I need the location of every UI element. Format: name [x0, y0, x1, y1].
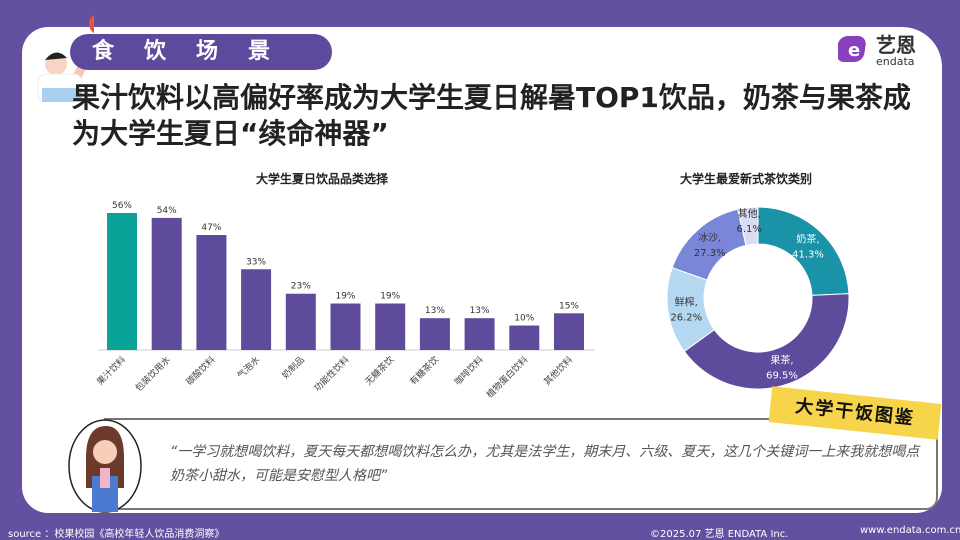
- bar-chart-title: 大学生夏日饮品品类选择: [256, 172, 389, 186]
- slice-name-label: 鲜榨,: [675, 295, 698, 308]
- bar: [241, 269, 272, 350]
- slice-name-label: 其他,: [738, 207, 761, 220]
- quote-box: [104, 418, 938, 510]
- endata-logo: e 艺恩 endata: [836, 28, 938, 68]
- slice-value-label: 27.3%: [694, 248, 726, 259]
- category-label: 气泡水: [235, 354, 263, 382]
- bar: [285, 293, 316, 350]
- bar-value-label: 23%: [291, 282, 311, 292]
- category-label: 果汁饮料: [94, 354, 128, 388]
- donut-chart-title: 大学生最爱新式茶饮类别: [680, 172, 813, 186]
- slice-name-label: 奶茶,: [796, 233, 819, 246]
- category-label: 植物蛋白饮料: [484, 354, 531, 401]
- ball-icon: [89, 14, 94, 34]
- bar-value-label: 54%: [157, 206, 177, 216]
- bar-value-label: 10%: [514, 314, 534, 324]
- category-label: 有糖茶饮: [407, 354, 441, 388]
- bar-chart: 56% 果汁饮料 54% 包装饮用水 47% 碳酸饮料 33% 气泡水 23% 奶制品 19% 功能性…: [94, 201, 595, 401]
- bar: [464, 318, 495, 350]
- category-label: 包装饮用水: [133, 354, 173, 394]
- donut-chart: 奶茶, 41.3% 果茶, 69.5% 鲜榨, 26.2% 冰沙, 27.3% 其他, 6.1%: [666, 206, 850, 390]
- category-label: 功能性饮料: [311, 354, 351, 394]
- footer-website[interactable]: www.endata.com.cn: [860, 525, 960, 536]
- logo-en: endata: [876, 55, 915, 68]
- category-label: 奶制品: [279, 354, 307, 382]
- bar-value-label: 47%: [201, 223, 221, 233]
- donut-slice: [671, 208, 747, 281]
- slice-value-label: 6.1%: [736, 224, 761, 235]
- bar-value-label: 13%: [470, 306, 490, 316]
- bar-value-label: 13%: [425, 306, 445, 316]
- footer-source: source ：校果校园《高校年轻人饮品消费洞察》: [8, 529, 225, 540]
- slice-value-label: 26.2%: [670, 312, 702, 323]
- quote-text: “一学习就想喝饮料，夏天每天都想喝饮料怎么办，尤其是法学生，期末月、六级、夏天，…: [170, 444, 920, 484]
- bar: [107, 213, 137, 350]
- girl-avatar: [68, 419, 142, 513]
- bar: [554, 313, 584, 350]
- category-label: 无糖茶饮: [362, 354, 396, 388]
- slice-name-label: 冰沙,: [698, 231, 721, 244]
- category-label: 其他饮料: [541, 354, 575, 388]
- slice-value-label: 41.3%: [792, 250, 824, 261]
- logo-cn: 艺恩: [876, 33, 916, 57]
- category-label: 咖啡饮料: [452, 354, 486, 388]
- bar: [419, 318, 450, 350]
- bar: [375, 303, 406, 350]
- svg-text:e: e: [848, 40, 860, 61]
- donut-slice: [683, 293, 850, 390]
- slice-value-label: 69.5%: [766, 370, 798, 381]
- bar: [509, 325, 540, 350]
- bar-value-label: 33%: [246, 257, 266, 267]
- bar: [151, 217, 182, 350]
- bar-value-label: 19%: [380, 292, 400, 302]
- bar-value-label: 15%: [559, 301, 579, 311]
- category-label: 碳酸饮料: [184, 354, 218, 388]
- donut-slice: [737, 206, 759, 246]
- bar: [330, 303, 361, 350]
- section-tag: 食饮场景: [70, 34, 332, 70]
- headline: 果汁饮料以高偏好率成为大学生夏日解暑TOP1饮品，奶茶与果茶成为大学生夏日“续命…: [72, 81, 911, 150]
- footer-copyright: ©2025.07 艺恩 ENDATA Inc.: [650, 529, 789, 540]
- slice-name-label: 果茶,: [770, 353, 793, 366]
- bar-value-label: 19%: [335, 292, 355, 302]
- bar: [196, 235, 227, 350]
- bar-value-label: 56%: [112, 201, 132, 211]
